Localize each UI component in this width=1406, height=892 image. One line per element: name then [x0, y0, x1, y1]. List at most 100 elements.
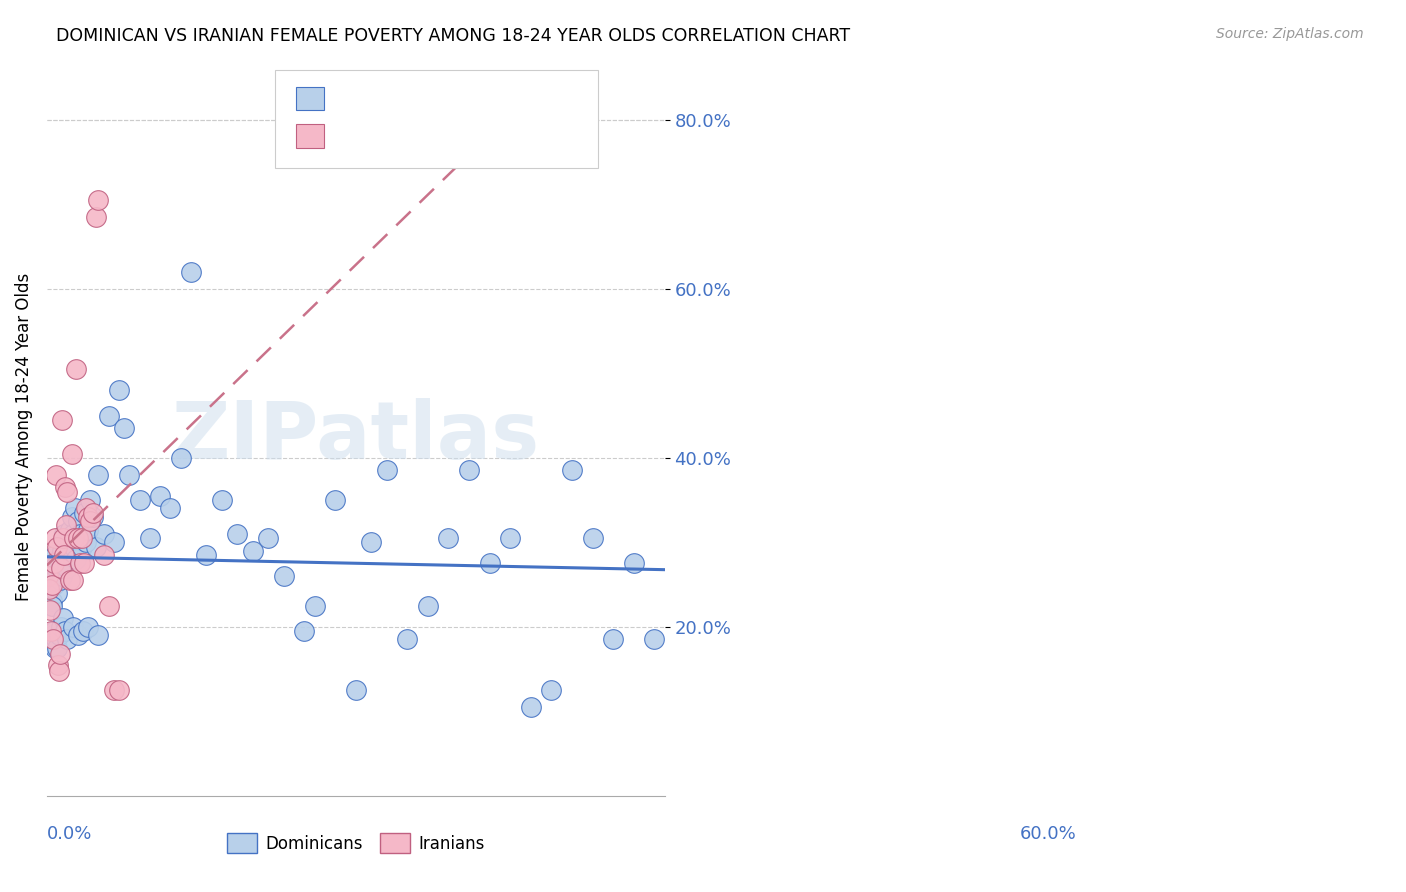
- Point: [257, 531, 280, 545]
- Point: [69, 557, 91, 571]
- Point: [211, 493, 233, 508]
- Point: [82, 510, 104, 524]
- Point: [55, 552, 77, 566]
- Point: [46, 565, 69, 579]
- Point: [292, 624, 315, 638]
- Point: [46, 640, 69, 655]
- Text: 39: 39: [465, 127, 489, 145]
- Point: [304, 599, 326, 613]
- Point: [75, 535, 97, 549]
- Point: [39, 565, 62, 579]
- Point: [49, 574, 72, 588]
- Point: [70, 540, 93, 554]
- Point: [51, 543, 73, 558]
- Point: [41, 574, 63, 588]
- Point: [46, 586, 69, 600]
- Point: [38, 557, 60, 571]
- Point: [103, 535, 125, 549]
- Point: [623, 557, 645, 571]
- Point: [66, 514, 89, 528]
- Point: [62, 526, 84, 541]
- Point: [93, 526, 115, 541]
- Point: [66, 531, 89, 545]
- Point: [499, 531, 522, 545]
- Point: [195, 548, 218, 562]
- Text: Source: ZipAtlas.com: Source: ZipAtlas.com: [1216, 27, 1364, 41]
- Point: [42, 632, 65, 647]
- Point: [51, 413, 73, 427]
- Point: [226, 526, 249, 541]
- Point: [77, 523, 100, 537]
- Point: [242, 543, 264, 558]
- Point: [112, 421, 135, 435]
- Point: [87, 193, 110, 207]
- Text: ZIPatlas: ZIPatlas: [172, 398, 540, 475]
- Point: [65, 362, 87, 376]
- Point: [69, 526, 91, 541]
- Text: N =: N =: [419, 127, 475, 145]
- Point: [561, 463, 583, 477]
- Point: [149, 489, 172, 503]
- Point: [58, 535, 80, 549]
- Point: [139, 531, 162, 545]
- Point: [46, 557, 69, 571]
- Point: [118, 467, 141, 482]
- Point: [42, 624, 65, 638]
- Point: [103, 683, 125, 698]
- Point: [44, 548, 66, 562]
- Text: 95: 95: [465, 89, 491, 108]
- Point: [51, 560, 73, 574]
- Point: [37, 569, 59, 583]
- Point: [55, 480, 77, 494]
- Point: [84, 210, 107, 224]
- Point: [170, 450, 193, 465]
- Point: [97, 409, 120, 423]
- Point: [62, 620, 84, 634]
- Point: [42, 560, 65, 574]
- Point: [93, 548, 115, 562]
- Point: [62, 540, 84, 554]
- Point: [82, 506, 104, 520]
- Point: [38, 582, 60, 596]
- Point: [56, 632, 79, 647]
- Point: [52, 531, 75, 545]
- Point: [51, 560, 73, 574]
- Text: R =: R =: [335, 89, 373, 108]
- Point: [540, 683, 562, 698]
- Point: [79, 514, 101, 528]
- Point: [46, 657, 69, 672]
- Text: 0.221: 0.221: [363, 127, 418, 145]
- Point: [39, 624, 62, 638]
- Point: [87, 628, 110, 642]
- Point: [39, 552, 62, 566]
- Point: [44, 640, 66, 655]
- Point: [63, 501, 86, 516]
- Point: [51, 569, 73, 583]
- Point: [42, 628, 65, 642]
- Point: [77, 510, 100, 524]
- Text: 0.0%: 0.0%: [46, 824, 93, 843]
- Point: [458, 463, 481, 477]
- Point: [37, 569, 59, 583]
- Point: [60, 510, 83, 524]
- Point: [70, 531, 93, 545]
- Point: [44, 531, 66, 545]
- Point: [375, 463, 398, 477]
- Point: [97, 599, 120, 613]
- Point: [48, 628, 70, 642]
- Point: [87, 467, 110, 482]
- Point: [49, 647, 72, 661]
- Point: [66, 628, 89, 642]
- Point: [59, 548, 82, 562]
- Text: DOMINICAN VS IRANIAN FEMALE POVERTY AMONG 18-24 YEAR OLDS CORRELATION CHART: DOMINICAN VS IRANIAN FEMALE POVERTY AMON…: [56, 27, 851, 45]
- Point: [58, 523, 80, 537]
- Point: [159, 501, 181, 516]
- Point: [180, 265, 202, 279]
- Point: [53, 548, 76, 562]
- Point: [45, 569, 67, 583]
- Point: [643, 632, 665, 647]
- Point: [48, 664, 70, 678]
- Point: [77, 620, 100, 634]
- Text: 60.0%: 60.0%: [1019, 824, 1077, 843]
- Point: [55, 540, 77, 554]
